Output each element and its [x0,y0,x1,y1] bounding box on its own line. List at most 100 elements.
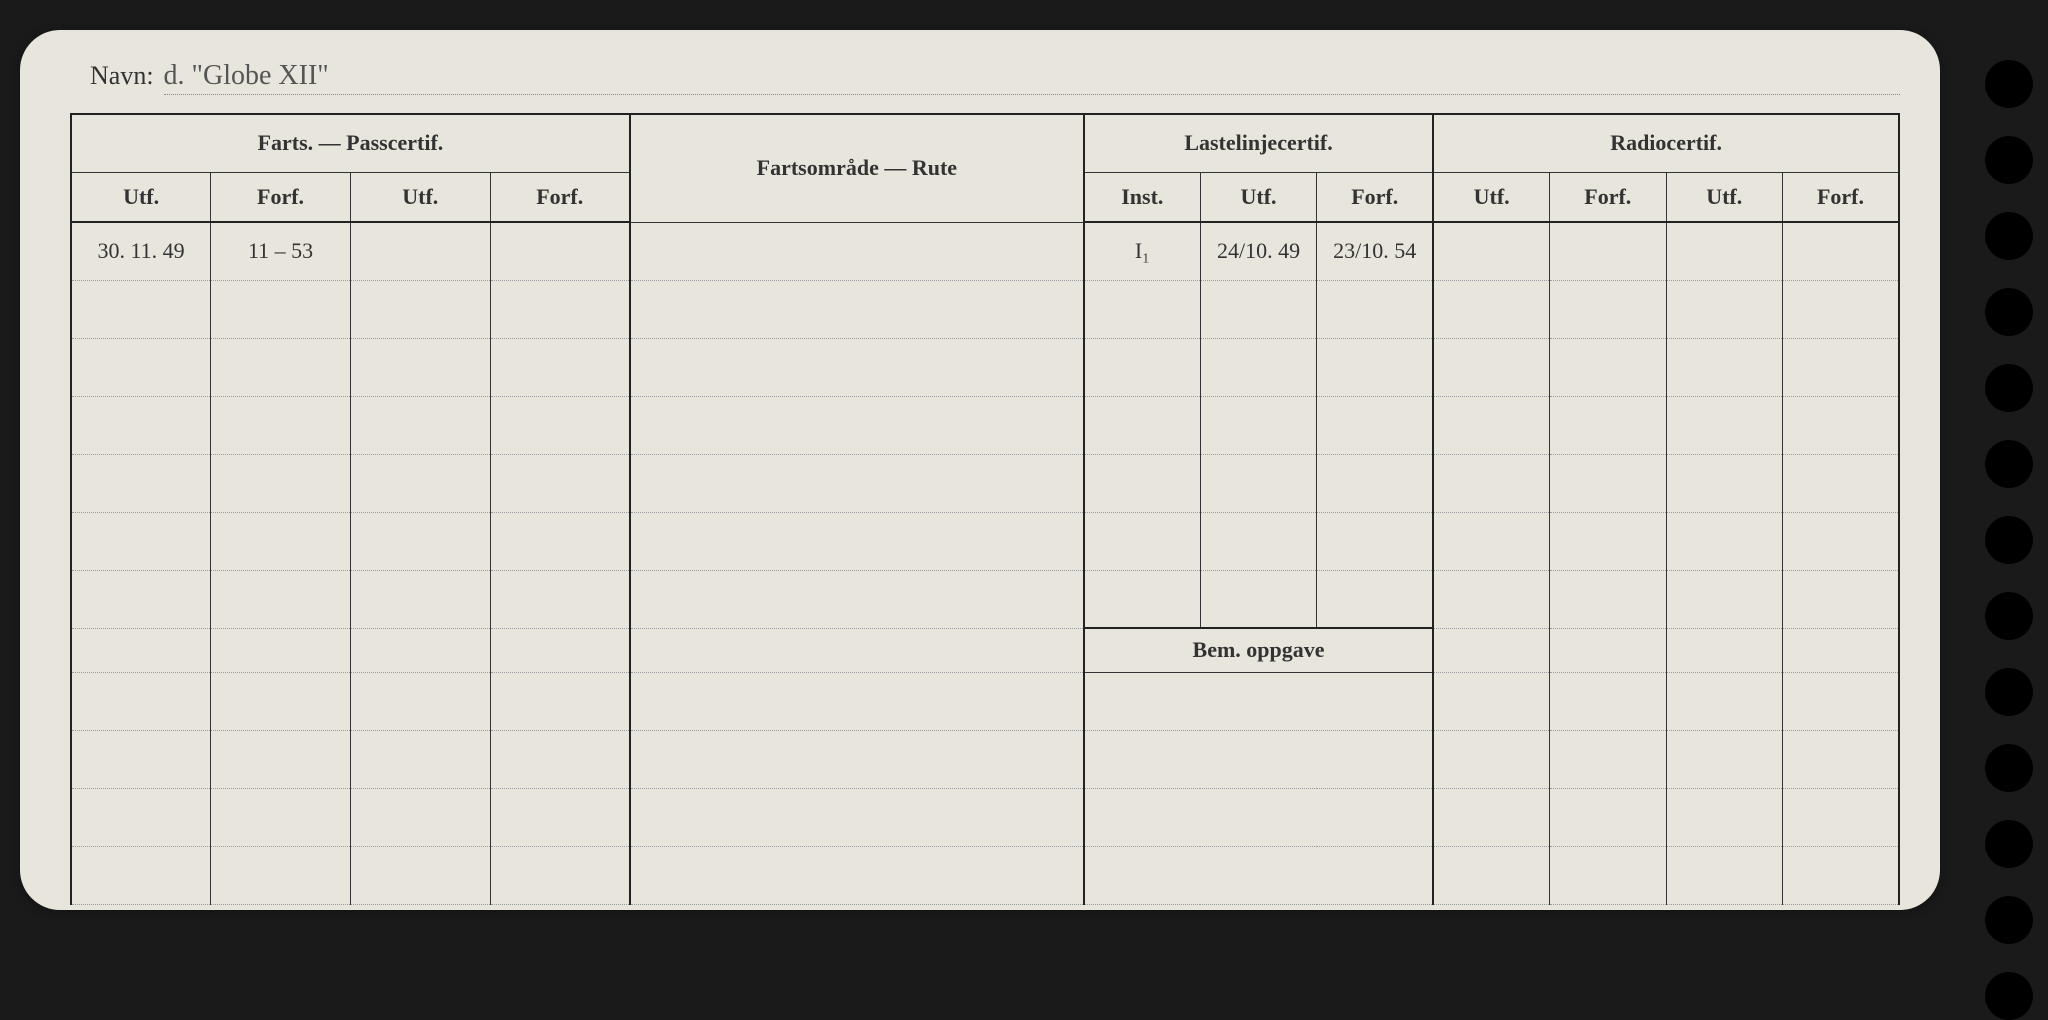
table-cell [1550,512,1666,570]
table-cell [211,512,351,570]
table-cell [630,730,1084,788]
table-cell [1666,338,1782,396]
table-cell [1433,846,1549,904]
table-cell [490,570,630,628]
table-cell [1666,788,1782,846]
table-cell: 11 – 53 [211,222,351,280]
table-cell [211,454,351,512]
table-cell [1782,222,1899,280]
table-cell [211,396,351,454]
table-row [71,396,1899,454]
table-cell [1200,280,1316,338]
table-cell [350,280,490,338]
punch-hole [1985,516,2033,564]
table-cell [350,672,490,730]
table-cell [1317,338,1433,396]
table-cell [71,846,211,904]
punch-hole [1985,364,2033,412]
punch-hole [1985,60,2033,108]
table-cell [490,512,630,570]
table-cell [1084,454,1200,512]
table-cell [1782,280,1899,338]
table-cell [1433,628,1549,672]
table-cell [211,846,351,904]
table-cell [71,672,211,730]
table-cell [1084,512,1200,570]
table-cell [350,846,490,904]
table-cell [1666,730,1782,788]
group-header-row: Farts. — Passcertif. Fartsområde — Rute … [71,114,1899,172]
table-cell [71,730,211,788]
table-cell [490,396,630,454]
table-cell [211,730,351,788]
table-cell [1084,396,1200,454]
table-cell [71,788,211,846]
table-cell [1550,222,1666,280]
table-cell [1433,222,1549,280]
table-cell [1433,788,1549,846]
bem-header: Bem. oppgave [1084,628,1433,672]
sub-farts-forf1: Forf. [211,172,351,222]
table-cell [1550,338,1666,396]
table-cell [1200,454,1316,512]
table-cell [211,628,351,672]
table-cell [1782,570,1899,628]
bem-header-row: Bem. oppgave [71,628,1899,672]
table-cell [71,512,211,570]
table-cell: 24/10. 49 [1200,222,1316,280]
table-cell [1433,454,1549,512]
table-cell [630,570,1084,628]
table-cell [350,512,490,570]
table-cell [71,570,211,628]
header-farts: Farts. — Passcertif. [71,114,630,172]
punch-hole [1985,820,2033,868]
table-cell [1317,570,1433,628]
table-row [71,570,1899,628]
header-laste: Lastelinjecertif. [1084,114,1433,172]
table-cell [1433,570,1549,628]
table-cell [490,788,630,846]
punch-hole [1985,288,2033,336]
navn-value: d. "Globe XII" [164,60,1900,95]
table-cell [1550,846,1666,904]
table-cell [211,338,351,396]
table-cell [1317,512,1433,570]
punch-hole [1985,592,2033,640]
sub-radio-utf1: Utf. [1433,172,1549,222]
sub-laste-forf: Forf. [1317,172,1433,222]
table-cell [1433,730,1549,788]
table-cell [490,846,630,904]
table-cell [630,788,1084,846]
table-cell [1782,788,1899,846]
table-cell [350,338,490,396]
table-cell [1433,396,1549,454]
table-cell [350,454,490,512]
punch-hole [1985,212,2033,260]
sub-radio-forf1: Forf. [1550,172,1666,222]
table-cell [350,396,490,454]
table-cell [1433,280,1549,338]
sub-laste-inst: Inst. [1084,172,1200,222]
table-cell [490,338,630,396]
punch-hole [1985,668,2033,716]
table-cell [211,570,351,628]
table-cell: 23/10. 54 [1317,222,1433,280]
table-cell [1666,454,1782,512]
table-cell [1317,280,1433,338]
table-cell [630,338,1084,396]
table-cell [1084,338,1200,396]
table-cell [630,396,1084,454]
table-cell [350,788,490,846]
table-cell [71,628,211,672]
table-cell [1782,512,1899,570]
table-cell [71,396,211,454]
punch-hole [1985,972,2033,1020]
table-cell [350,222,490,280]
bem-cell [1084,788,1433,846]
sub-laste-utf: Utf. [1200,172,1316,222]
table-cell: I₁ [1084,222,1200,280]
table-cell [1550,454,1666,512]
table-cell [1084,570,1200,628]
table-cell [71,454,211,512]
sub-radio-forf2: Forf. [1782,172,1899,222]
